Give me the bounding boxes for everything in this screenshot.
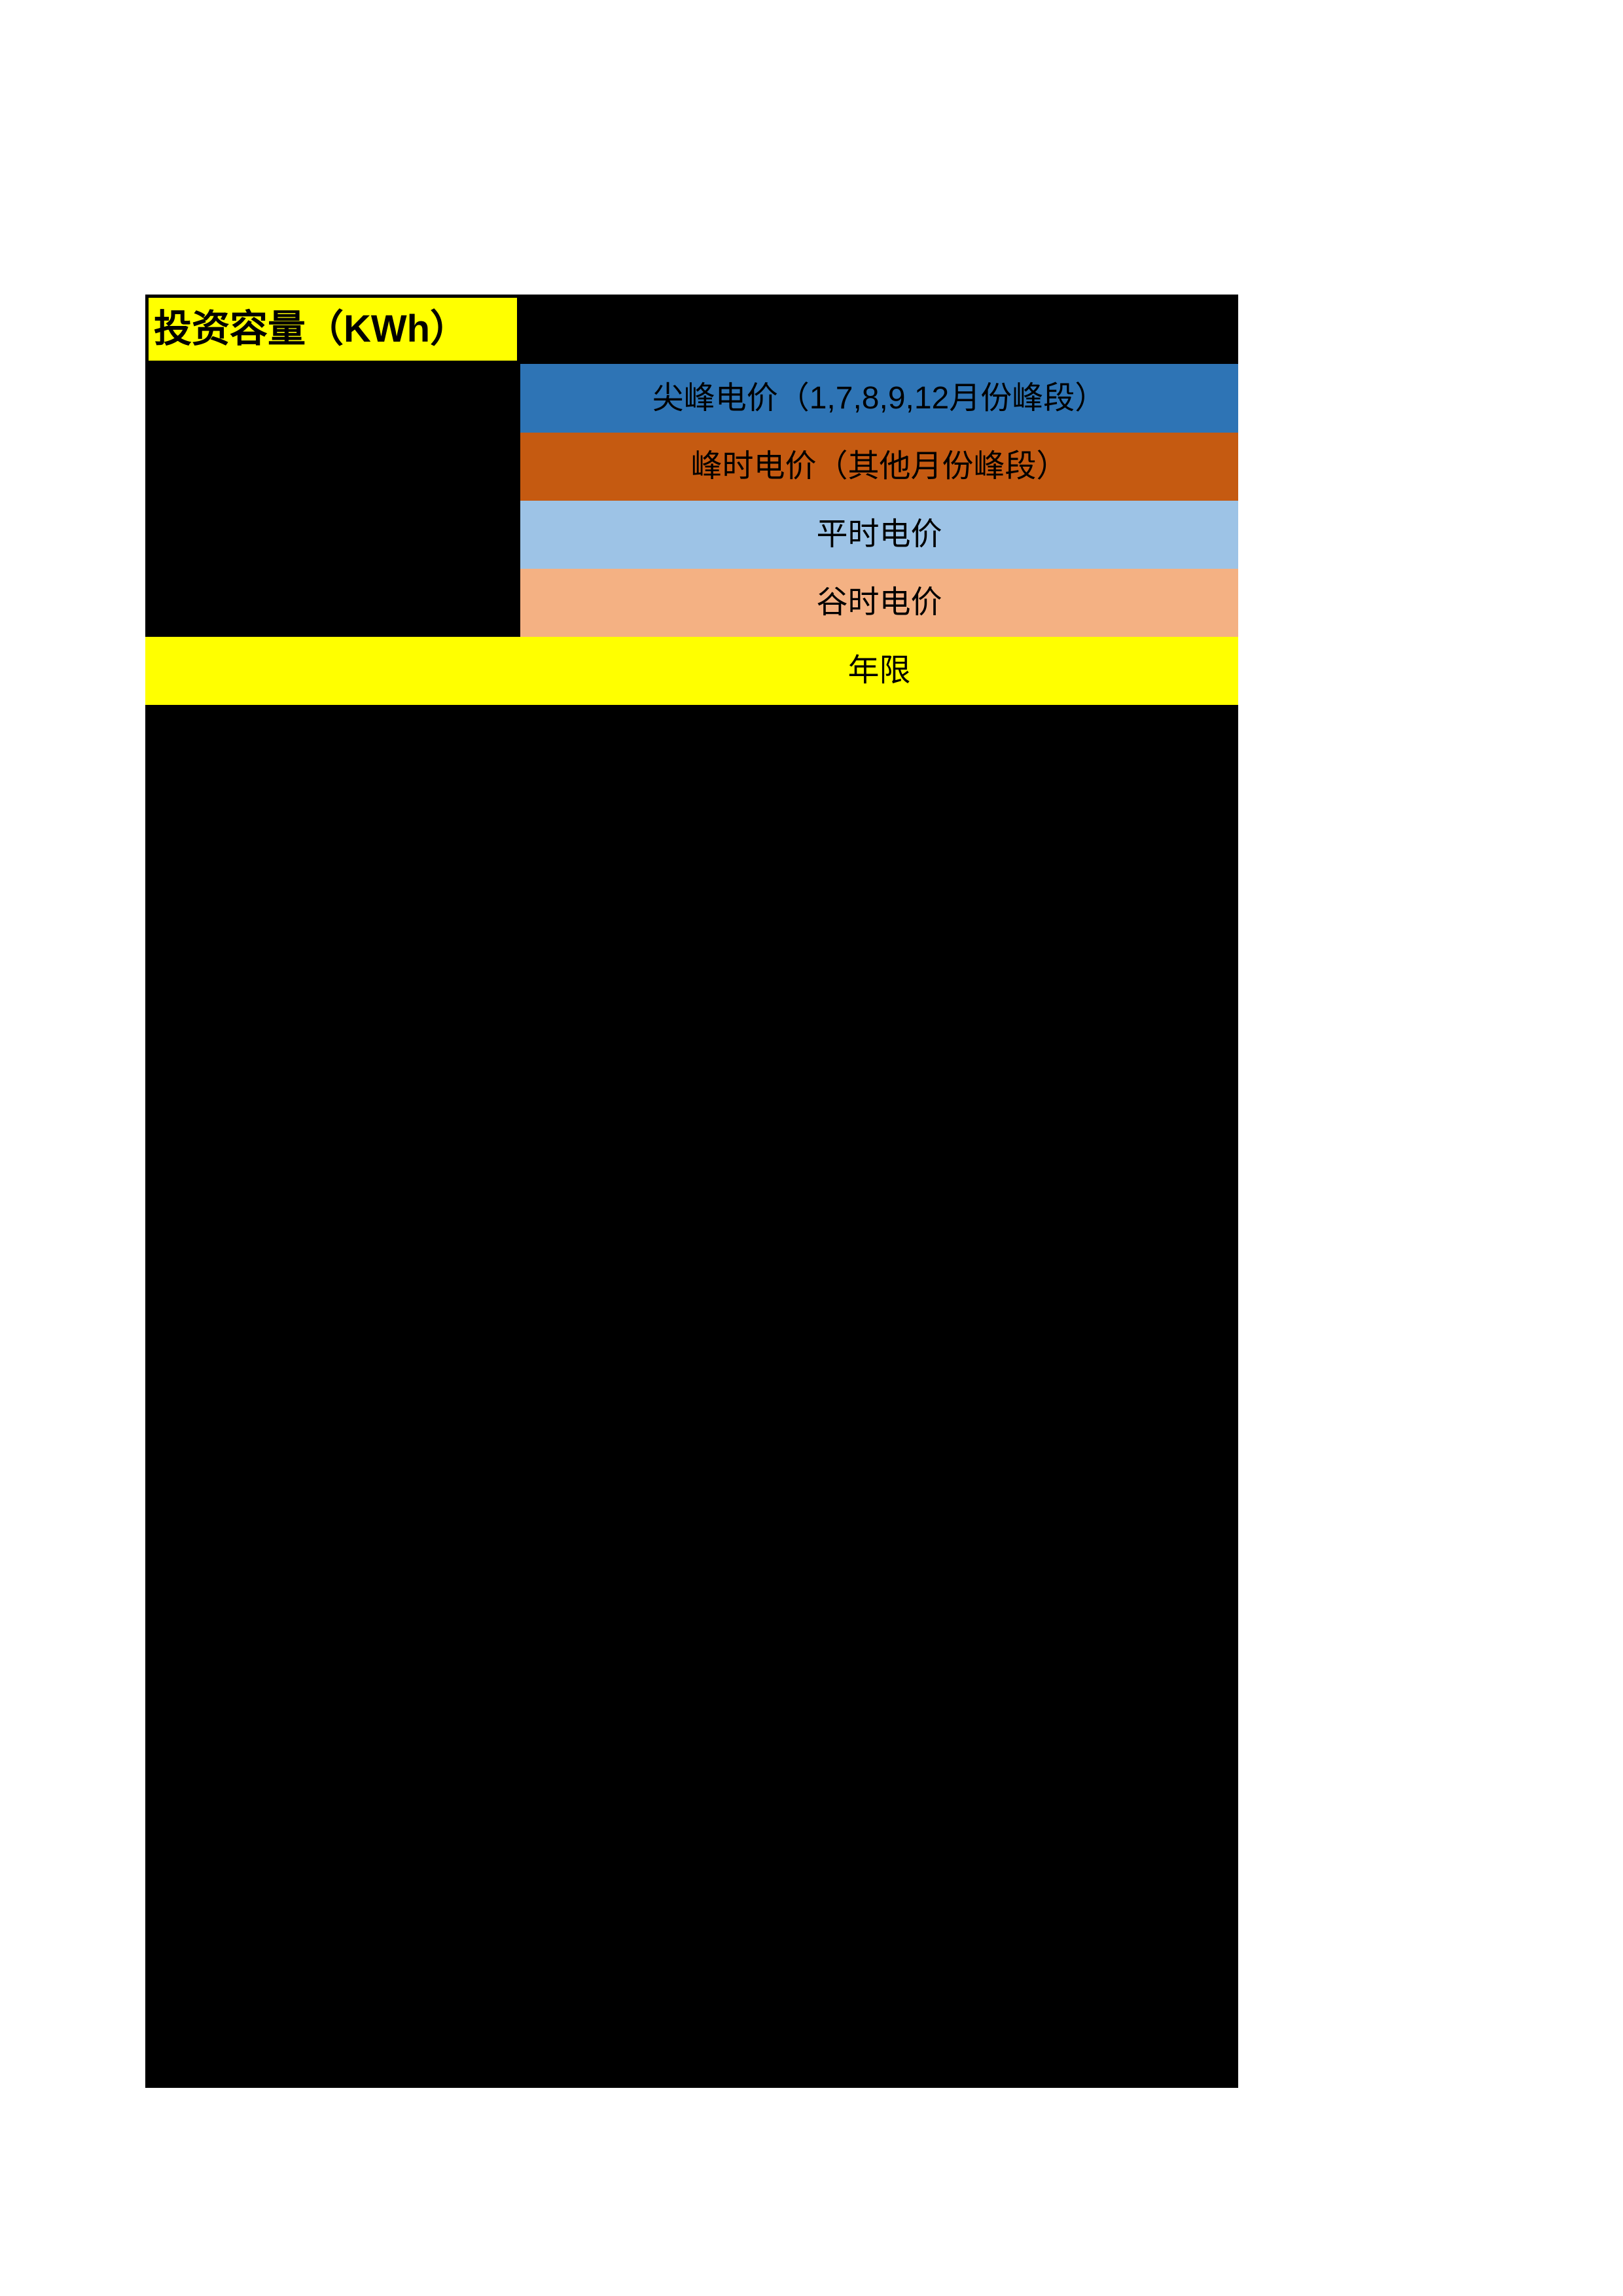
table-row-years: 年限 [145,637,1238,705]
flat-price-cell: 平时电价 [520,501,1238,569]
table-row-header: 投资容量（KWh） [145,295,1238,364]
left-black-filler-cell [145,433,520,501]
table-row-valley-price: 谷时电价 [145,569,1238,637]
valley-price-cell: 谷时电价 [520,569,1238,637]
high-price-cell: 峰时电价（其他月份峰段） [520,433,1238,501]
left-black-filler-cell [145,501,520,569]
table-row-peak-price: 尖峰电价（1,7,8,9,12月份峰段） [145,364,1238,433]
invest-capacity-header-cell: 投资容量（KWh） [145,295,520,364]
left-black-filler-cell [145,569,520,637]
year-row-left-cell [145,637,520,705]
bottom-black-block [145,705,1238,2088]
left-black-filler-cell [145,364,520,433]
peak-price-cell: 尖峰电价（1,7,8,9,12月份峰段） [520,364,1238,433]
table-row-flat-price: 平时电价 [145,501,1238,569]
investment-capacity-table: 投资容量（KWh） 尖峰电价（1,7,8,9,12月份峰段） 峰时电价（其他月份… [145,295,1238,2088]
year-label-cell: 年限 [520,637,1238,705]
table-row-high-price: 峰时电价（其他月份峰段） [145,433,1238,501]
header-black-filler-cell [520,295,1238,364]
